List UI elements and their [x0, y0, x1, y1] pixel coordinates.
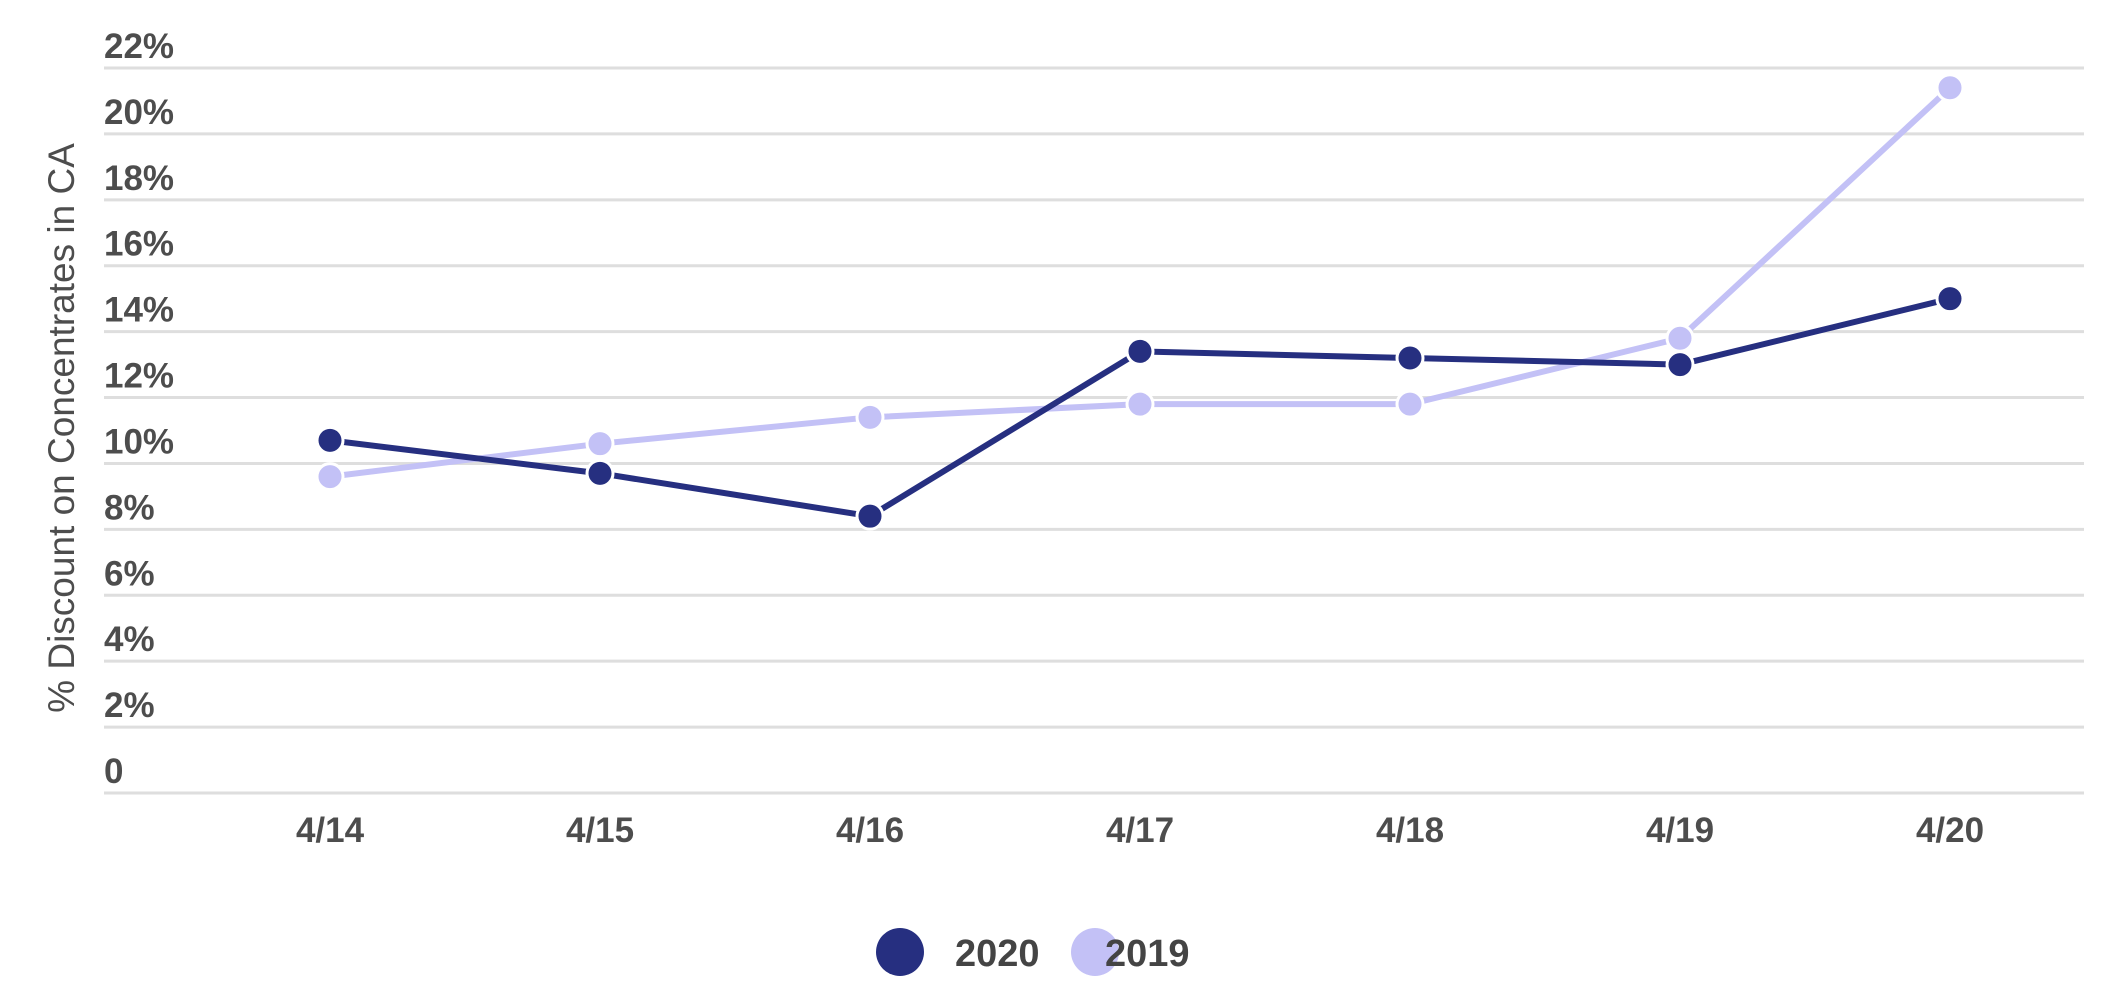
- data-point: [855, 402, 885, 432]
- legend-marker: [1071, 928, 1119, 976]
- x-tick-label: 4/14: [296, 811, 365, 850]
- data-point: [1125, 389, 1155, 419]
- data-point: [585, 429, 615, 459]
- x-tick-label: 4/20: [1916, 811, 1984, 850]
- y-tick-label: 22%: [104, 27, 174, 66]
- data-point: [1935, 284, 1965, 314]
- data-point: [1395, 389, 1425, 419]
- y-tick-label: 10%: [104, 422, 174, 461]
- x-tick-label: 4/19: [1646, 811, 1714, 850]
- y-tick-label: 20%: [104, 93, 174, 132]
- legend-item: 2020: [876, 928, 1040, 976]
- x-tick-label: 4/16: [836, 811, 904, 850]
- gridlines: [104, 66, 2084, 795]
- series-2020: [315, 284, 1965, 531]
- legend-label: 2020: [955, 933, 1040, 975]
- y-tick-label: 2%: [104, 686, 155, 725]
- y-axis-ticks: 0 2% 4% 6% 8% 10% 12% 14% 16% 18% 20% 22%: [104, 27, 174, 791]
- data-point: [1125, 336, 1155, 366]
- data-point: [1395, 343, 1425, 373]
- series-layer: [315, 73, 1965, 531]
- legend: 2020 2019: [876, 928, 1190, 976]
- y-axis-title: % Discount on Concentrates in CA: [41, 143, 82, 713]
- y-tick-label: 4%: [104, 620, 155, 659]
- y-tick-label: 6%: [104, 554, 155, 593]
- data-point: [585, 458, 615, 488]
- x-tick-label: 4/17: [1106, 811, 1174, 850]
- data-point: [1665, 350, 1695, 380]
- data-point: [855, 501, 885, 531]
- legend-marker: [876, 928, 924, 976]
- data-point: [1935, 73, 1965, 103]
- x-tick-label: 4/15: [566, 811, 634, 850]
- series-2019: [315, 73, 1965, 492]
- y-tick-label: 12%: [104, 357, 174, 396]
- data-point: [1665, 323, 1695, 353]
- y-tick-label: 16%: [104, 225, 174, 264]
- y-tick-label: 0: [104, 752, 123, 791]
- y-tick-label: 14%: [104, 291, 174, 330]
- y-tick-label: 8%: [104, 488, 155, 527]
- data-point: [315, 462, 345, 492]
- data-point: [315, 425, 345, 455]
- y-tick-label: 18%: [104, 159, 174, 198]
- x-axis-ticks: 4/14 4/15 4/16 4/17 4/18 4/19 4/20: [296, 811, 1984, 850]
- legend-item: 2019: [1071, 928, 1190, 976]
- legend-label: 2019: [1105, 933, 1190, 975]
- x-tick-label: 4/18: [1376, 811, 1444, 850]
